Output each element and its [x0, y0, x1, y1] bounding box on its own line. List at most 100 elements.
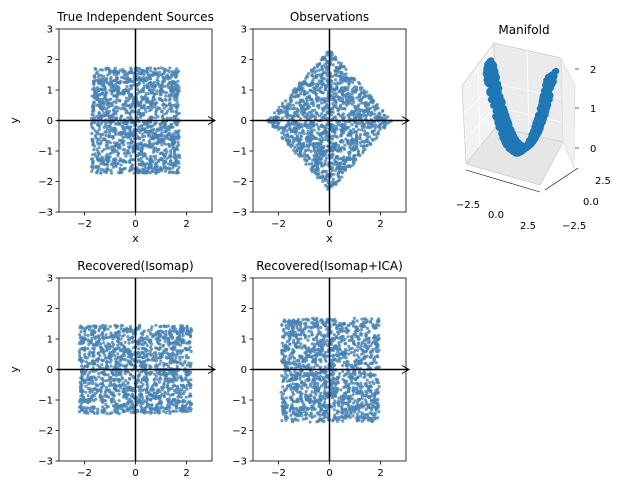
- data-point: [136, 92, 140, 96]
- data-point: [169, 151, 173, 155]
- data-point: [175, 100, 179, 104]
- data-point: [110, 117, 114, 121]
- data-point: [111, 145, 115, 149]
- data-point: [172, 89, 176, 93]
- data-point: [125, 77, 129, 81]
- data-point: [326, 116, 330, 121]
- data-point: [116, 339, 120, 343]
- data-point: [309, 127, 313, 131]
- data-point: [174, 75, 178, 79]
- data-point: [141, 97, 145, 102]
- data-point: [142, 154, 146, 158]
- data-point: [174, 409, 178, 413]
- data-point: [108, 155, 112, 159]
- data-point: [318, 89, 322, 93]
- data-point: [93, 76, 97, 80]
- data-point: [128, 106, 132, 110]
- data-point: [333, 98, 338, 103]
- data-point: [353, 106, 357, 110]
- data-point: [350, 92, 354, 96]
- data-point: [115, 109, 119, 113]
- data-point: [350, 102, 354, 106]
- data-point: [92, 105, 96, 109]
- data-point: [154, 154, 158, 158]
- data-point: [92, 100, 96, 104]
- data-point: [345, 103, 349, 107]
- data-point: [113, 88, 118, 92]
- data-point: [148, 66, 152, 70]
- data-point: [83, 370, 87, 374]
- data-point: [346, 88, 350, 92]
- data-point: [161, 103, 165, 107]
- data-point: [115, 149, 119, 153]
- data-point: [153, 105, 157, 109]
- data-point: [130, 68, 134, 72]
- data-point: [108, 128, 112, 132]
- data-point: [137, 157, 141, 161]
- data-point: [137, 125, 141, 129]
- data-point: [86, 346, 90, 351]
- data-point: [343, 88, 347, 92]
- data-point: [106, 168, 110, 172]
- data-point: [325, 110, 329, 114]
- data-point: [340, 122, 344, 126]
- data-point: [309, 98, 313, 102]
- data-point: [138, 130, 142, 134]
- data-point: [145, 96, 149, 100]
- data-point: [131, 140, 135, 144]
- data-point: [111, 134, 115, 138]
- data-point: [275, 125, 279, 129]
- data-point: [143, 134, 147, 138]
- data-point: [304, 136, 308, 140]
- data-point: [167, 170, 171, 175]
- data-point: [357, 80, 361, 84]
- data-point: [104, 130, 108, 134]
- data-point: [311, 78, 315, 82]
- data-point: [97, 100, 102, 104]
- data-point: [152, 80, 156, 84]
- data-point: [512, 140, 520, 147]
- data-point: [532, 120, 539, 128]
- data-point: [110, 89, 114, 93]
- data-point: [281, 137, 285, 141]
- data-point: [336, 179, 341, 183]
- data-point: [116, 106, 120, 110]
- data-point: [169, 73, 174, 77]
- data-point: [147, 106, 151, 110]
- data-point: [176, 135, 180, 139]
- data-point: [123, 345, 127, 349]
- y-tick-label: 1: [47, 86, 53, 97]
- data-point: [128, 145, 132, 149]
- data-point: [113, 131, 117, 135]
- data-point: [132, 80, 136, 84]
- data-point: [115, 70, 119, 74]
- data-point: [158, 70, 162, 74]
- chart-title: Manifold: [498, 23, 549, 37]
- data-point: [168, 167, 172, 171]
- data-point: [310, 89, 314, 93]
- data-point: [340, 175, 344, 179]
- data-point: [334, 103, 338, 107]
- data-point: [90, 112, 94, 117]
- data-point: [93, 129, 97, 133]
- data-point: [295, 149, 299, 153]
- data-point: [496, 93, 504, 100]
- data-point: [337, 61, 341, 65]
- data-point: [335, 66, 339, 71]
- data-point: [125, 81, 129, 85]
- data-point: [149, 91, 153, 95]
- data-point: [353, 85, 357, 89]
- data-point: [348, 145, 352, 149]
- data-point: [162, 106, 166, 110]
- data-point: [350, 89, 354, 93]
- data-point: [180, 355, 185, 359]
- y-tick-label: −2.5: [562, 221, 586, 232]
- data-point: [97, 137, 101, 142]
- data-point: [138, 77, 142, 81]
- y-tick-label: 3: [47, 25, 53, 36]
- chart-title: Observations: [290, 10, 369, 24]
- data-point: [362, 129, 367, 133]
- data-point: [280, 109, 284, 113]
- data-point: [142, 84, 146, 88]
- data-point: [162, 394, 166, 399]
